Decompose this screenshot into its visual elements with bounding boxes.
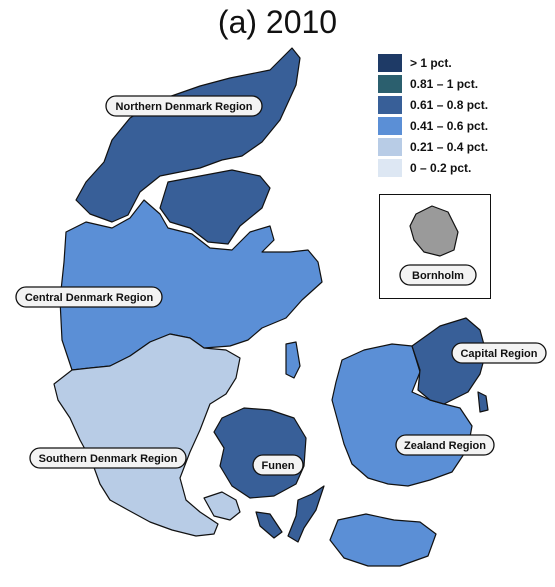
- legend-item: 0.41 – 0.6 pct.: [378, 115, 488, 136]
- legend-label: 0.61 – 0.8 pct.: [410, 97, 489, 112]
- label-zealand: Zealand Region: [395, 434, 495, 456]
- bornholm-inset-frame: [379, 194, 491, 299]
- legend-swatch: [378, 95, 402, 114]
- legend-label: 0.41 – 0.6 pct.: [410, 118, 489, 133]
- svg-text:Central Denmark Region: Central Denmark Region: [25, 292, 154, 304]
- legend-item: 0 – 0.2 pct.: [378, 157, 488, 178]
- legend-swatch: [378, 74, 402, 93]
- region-zealand[interactable]: [285, 341, 473, 567]
- legend-item: > 1 pct.: [378, 52, 488, 73]
- legend-swatch: [378, 158, 402, 177]
- legend-label: 0.81 – 1 pct.: [410, 76, 479, 91]
- label-capital: Capital Region: [451, 342, 547, 364]
- legend-item: 0.61 – 0.8 pct.: [378, 94, 488, 115]
- region-bornholm[interactable]: [409, 205, 459, 257]
- legend-swatch: [378, 137, 402, 156]
- legend-item: 0.81 – 1 pct.: [378, 73, 488, 94]
- legend-label: > 1 pct.: [410, 55, 452, 70]
- legend-swatch: [378, 53, 402, 72]
- legend: > 1 pct. 0.81 – 1 pct. 0.61 – 0.8 pct. 0…: [378, 52, 488, 178]
- svg-text:Bornholm: Bornholm: [412, 270, 464, 282]
- svg-text:Funen: Funen: [262, 460, 295, 472]
- label-central: Central Denmark Region: [15, 286, 163, 308]
- label-southern: Southern Denmark Region: [29, 447, 187, 469]
- legend-label: 0 – 0.2 pct.: [410, 160, 472, 175]
- svg-text:Southern Denmark Region: Southern Denmark Region: [39, 453, 178, 465]
- legend-label: 0.21 – 0.4 pct.: [410, 139, 489, 154]
- legend-item: 0.21 – 0.4 pct.: [378, 136, 488, 157]
- svg-text:Zealand Region: Zealand Region: [404, 440, 486, 452]
- region-capital[interactable]: [411, 317, 489, 413]
- svg-text:Northern Denmark Region: Northern Denmark Region: [116, 101, 253, 113]
- map-title: (a) 2010: [217, 4, 338, 40]
- legend-swatch: [378, 116, 402, 135]
- label-northern: Northern Denmark Region: [105, 95, 263, 117]
- svg-text:Capital Region: Capital Region: [460, 348, 537, 360]
- region-northern[interactable]: [75, 47, 301, 245]
- label-bornholm: Bornholm: [399, 264, 477, 286]
- label-funen: Funen: [252, 454, 304, 476]
